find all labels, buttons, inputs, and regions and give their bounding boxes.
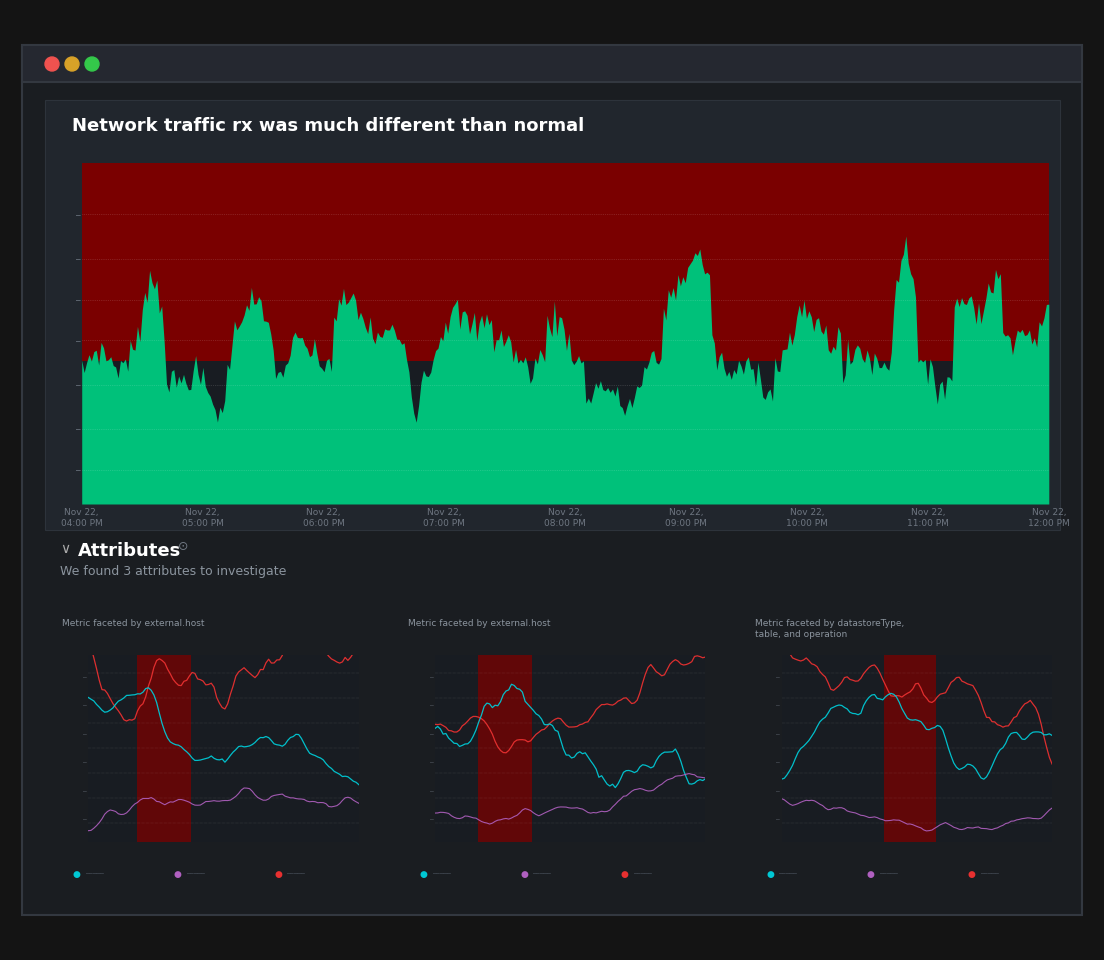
Circle shape (45, 57, 59, 71)
Text: ●: ● (867, 870, 874, 879)
Text: ─────: ───── (432, 872, 450, 877)
Text: ●: ● (420, 870, 427, 879)
Text: ∨: ∨ (60, 542, 71, 556)
Text: ─────: ───── (778, 872, 797, 877)
Text: ─────: ───── (633, 872, 651, 877)
Text: ─────: ───── (879, 872, 898, 877)
Text: We found 3 attributes to investigate: We found 3 attributes to investigate (60, 565, 286, 578)
Text: ─────: ───── (286, 872, 305, 877)
Bar (45, 100, 1060, 530)
Text: Metric faceted by datastoreType,
table, and operation: Metric faceted by datastoreType, table, … (755, 619, 904, 638)
Text: ●: ● (173, 870, 181, 879)
Text: Attributes: Attributes (78, 542, 181, 560)
Bar (884, 655, 936, 842)
Text: Network traffic rx was much different than normal: Network traffic rx was much different th… (72, 117, 584, 135)
Text: ●: ● (967, 870, 976, 879)
Text: ─────: ───── (979, 872, 998, 877)
Text: Metric faceted by external.host: Metric faceted by external.host (62, 619, 204, 628)
Text: ●: ● (73, 870, 81, 879)
Text: ⊙: ⊙ (178, 540, 189, 553)
Bar (137, 655, 191, 842)
Text: ●: ● (620, 870, 629, 879)
Text: ─────: ───── (85, 872, 104, 877)
Circle shape (85, 57, 99, 71)
Text: ●: ● (766, 870, 774, 879)
Text: ─────: ───── (185, 872, 204, 877)
Text: ─────: ───── (532, 872, 551, 877)
Text: ●: ● (520, 870, 528, 879)
Circle shape (65, 57, 79, 71)
Text: ●: ● (274, 870, 283, 879)
Text: Metric faceted by external.host: Metric faceted by external.host (408, 619, 551, 628)
Bar (22, 45, 1082, 82)
Bar (478, 655, 532, 842)
